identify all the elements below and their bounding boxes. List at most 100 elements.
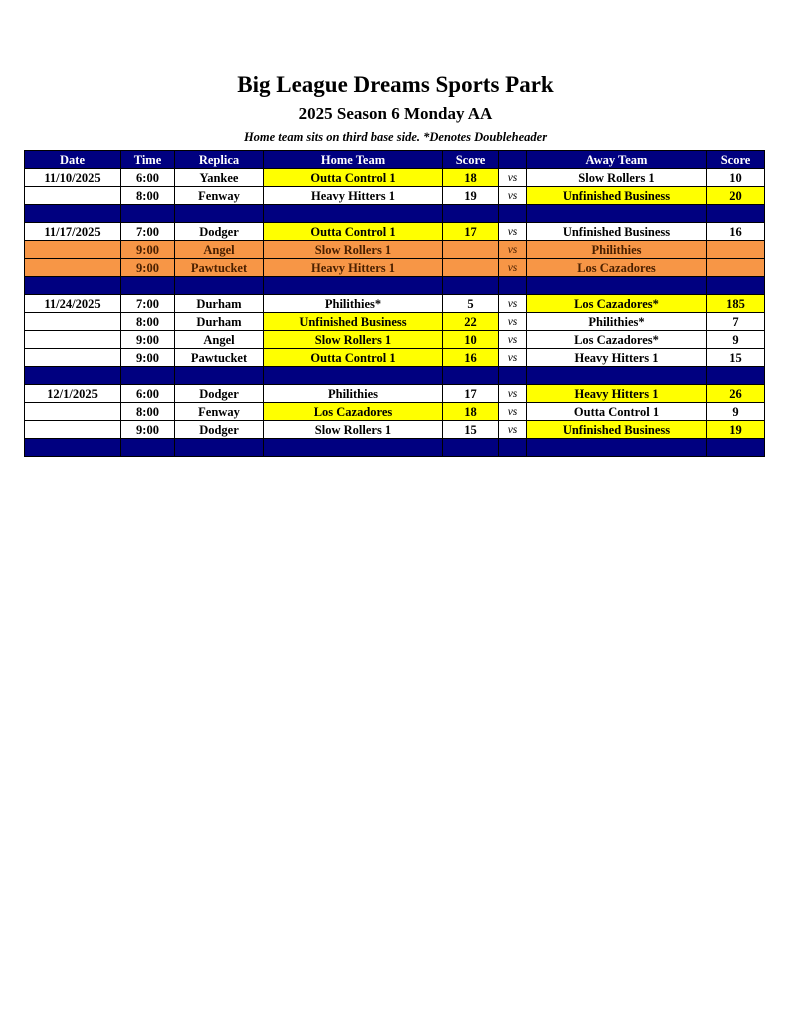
cell-vs: vs — [498, 384, 527, 403]
table-row: 8:00 Fenway Heavy Hitters 1 19 vs Unfinished … — [24, 186, 765, 205]
separator-cell — [263, 204, 443, 223]
header-time: Time — [120, 150, 175, 169]
cell-away-team: Heavy Hitters 1 — [526, 384, 707, 403]
cell-replica: Fenway — [174, 186, 264, 205]
cell-home-score: 16 — [442, 348, 499, 367]
cell-time: 7:00 — [120, 222, 175, 241]
cell-replica: Dodger — [174, 384, 264, 403]
cell-home-score: 17 — [442, 222, 499, 241]
table-row: 12/1/2025 6:00 Dodger Philithies 17 vs Heavy H… — [24, 384, 765, 403]
table-header: Date Time Replica Home Team Score Away Team Sc… — [24, 150, 765, 169]
separator-cell — [120, 438, 175, 457]
cell-away-team: Outta Control 1 — [526, 402, 707, 421]
cell-home-score — [442, 240, 499, 259]
cell-date — [24, 186, 121, 205]
week-separator — [24, 204, 765, 223]
cell-home-score: 10 — [442, 330, 499, 349]
cell-vs: vs — [498, 312, 527, 331]
cell-replica: Durham — [174, 294, 264, 313]
cell-away-team: Unfinished Business — [526, 420, 707, 439]
cell-away-score — [706, 258, 765, 277]
cell-away-score: 7 — [706, 312, 765, 331]
week-separator — [24, 438, 765, 457]
separator-cell — [442, 204, 499, 223]
separator-cell — [706, 276, 765, 295]
cell-away-score: 19 — [706, 420, 765, 439]
separator-cell — [24, 438, 121, 457]
cell-home-score: 18 — [442, 168, 499, 187]
separator-cell — [174, 366, 264, 385]
cell-away-score: 9 — [706, 330, 765, 349]
cell-away-score: 185 — [706, 294, 765, 313]
cell-time: 7:00 — [120, 294, 175, 313]
cell-away-team: Philithies* — [526, 312, 707, 331]
cell-home-score: 5 — [442, 294, 499, 313]
page-subtitle: 2025 Season 6 Monday AA — [298, 104, 493, 123]
cell-date — [24, 258, 121, 277]
cell-away-team: Unfinished Business — [526, 186, 707, 205]
header-away-team: Away Team — [526, 150, 707, 169]
cell-time: 6:00 — [120, 384, 175, 403]
separator-cell — [526, 438, 707, 457]
table-row: 11/17/2025 7:00 Dodger Outta Control 1 17 vs U… — [24, 222, 765, 241]
cell-replica: Angel — [174, 240, 264, 259]
cell-date: 11/24/2025 — [24, 294, 121, 313]
table-row: 11/10/2025 6:00 Yankee Outta Control 1 18 vs S… — [24, 168, 765, 187]
separator-cell — [526, 204, 707, 223]
cell-time: 8:00 — [120, 312, 175, 331]
table-row: 9:00 Pawtucket Outta Control 1 16 vs Heavy Hi… — [24, 348, 765, 367]
header-home-score: Score — [442, 150, 499, 169]
separator-cell — [174, 204, 264, 223]
table-row: 9:00 Angel Slow Rollers 1 10 vs Los Cazadores… — [24, 330, 765, 349]
cell-home-team: Los Cazadores — [263, 402, 443, 421]
separator-cell — [706, 366, 765, 385]
cell-replica: Fenway — [174, 402, 264, 421]
schedule-table: Date Time Replica Home Team Score Away Team Sc… — [24, 150, 765, 457]
cell-away-team: Unfinished Business — [526, 222, 707, 241]
page-title: Big League Dreams Sports Park — [237, 72, 554, 97]
separator-cell — [263, 438, 443, 457]
table-row: 9:00 Angel Slow Rollers 1 vs Philithies — [24, 240, 765, 259]
cell-time: 8:00 — [120, 402, 175, 421]
header-vs — [498, 150, 527, 169]
separator-cell — [263, 366, 443, 385]
week-separator — [24, 276, 765, 295]
cell-vs: vs — [498, 294, 527, 313]
separator-cell — [498, 204, 527, 223]
cell-date — [24, 420, 121, 439]
separator-cell — [24, 204, 121, 223]
cell-away-score: 10 — [706, 168, 765, 187]
cell-date — [24, 330, 121, 349]
cell-home-team: Outta Control 1 — [263, 222, 443, 241]
separator-cell — [24, 276, 121, 295]
cell-away-score: 9 — [706, 402, 765, 421]
separator-cell — [498, 438, 527, 457]
cell-replica: Angel — [174, 330, 264, 349]
separator-cell — [526, 366, 707, 385]
cell-away-score — [706, 240, 765, 259]
cell-vs: vs — [498, 240, 527, 259]
cell-vs: vs — [498, 330, 527, 349]
table-row: 9:00 Dodger Slow Rollers 1 15 vs Unfinished B… — [24, 420, 765, 439]
separator-cell — [498, 366, 527, 385]
cell-time: 6:00 — [120, 168, 175, 187]
cell-home-team: Slow Rollers 1 — [263, 330, 443, 349]
cell-vs: vs — [498, 168, 527, 187]
cell-replica: Yankee — [174, 168, 264, 187]
cell-away-team: Los Cazadores* — [526, 294, 707, 313]
header-replica: Replica — [174, 150, 264, 169]
cell-home-team: Philithies — [263, 384, 443, 403]
cell-replica: Dodger — [174, 222, 264, 241]
cell-away-team: Los Cazadores — [526, 258, 707, 277]
cell-date: 11/17/2025 — [24, 222, 121, 241]
separator-cell — [120, 276, 175, 295]
cell-away-score: 16 — [706, 222, 765, 241]
cell-vs: vs — [498, 186, 527, 205]
separator-cell — [120, 366, 175, 385]
cell-home-team: Philithies* — [263, 294, 443, 313]
cell-away-score: 15 — [706, 348, 765, 367]
cell-replica: Dodger — [174, 420, 264, 439]
cell-time: 9:00 — [120, 420, 175, 439]
separator-cell — [526, 276, 707, 295]
cell-time: 9:00 — [120, 348, 175, 367]
